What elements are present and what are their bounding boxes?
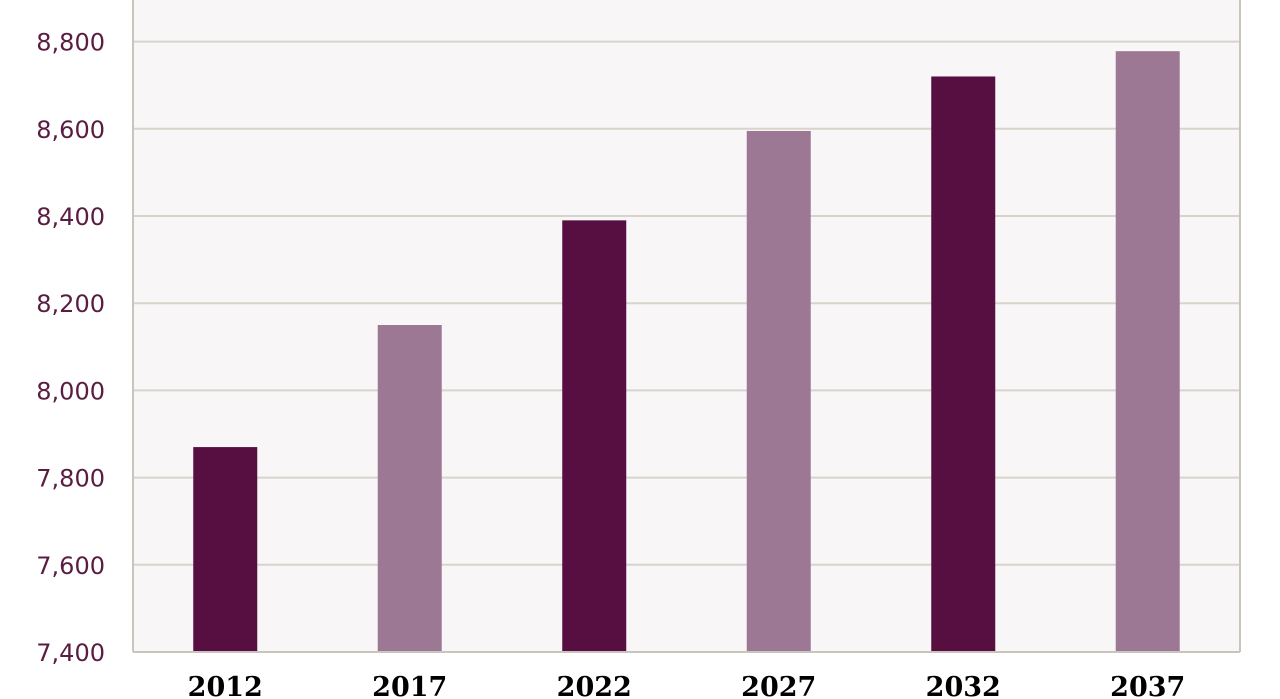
bar-2012 (193, 447, 258, 652)
bar-2037 (1115, 51, 1180, 652)
bar-2017 (377, 325, 442, 652)
x-tick-label: 2012 (188, 672, 263, 699)
x-tick-label: 2027 (741, 672, 816, 699)
x-tick-label: 2017 (372, 672, 447, 699)
x-tick-label: 2037 (1110, 672, 1185, 699)
y-tick-label: 8,600 (36, 116, 105, 144)
bar-2022 (562, 220, 627, 653)
y-axis-tick-labels: 7,400 7,600 7,800 8,000 8,200 8,400 8,600 8,800 (36, 29, 105, 667)
y-tick-label: 8,200 (36, 290, 105, 318)
bar-2027 (746, 130, 811, 653)
gridlines (133, 40, 1240, 566)
axes (132, 0, 1241, 653)
x-tick-label: 2032 (926, 672, 1001, 699)
x-axis-tick-labels: 2012 2017 2022 2027 2032 2037 (188, 672, 1186, 699)
y-tick-label: 8,400 (36, 203, 105, 231)
y-tick-label: 7,400 (36, 639, 105, 667)
plot-background (133, 0, 1240, 652)
x-tick-label: 2022 (557, 672, 632, 699)
bar-2032 (931, 76, 996, 653)
bars (193, 51, 1180, 653)
y-tick-label: 8,800 (36, 29, 105, 57)
y-tick-label: 8,000 (36, 377, 105, 405)
y-tick-label: 7,600 (36, 552, 105, 580)
y-tick-label: 7,800 (36, 465, 105, 493)
